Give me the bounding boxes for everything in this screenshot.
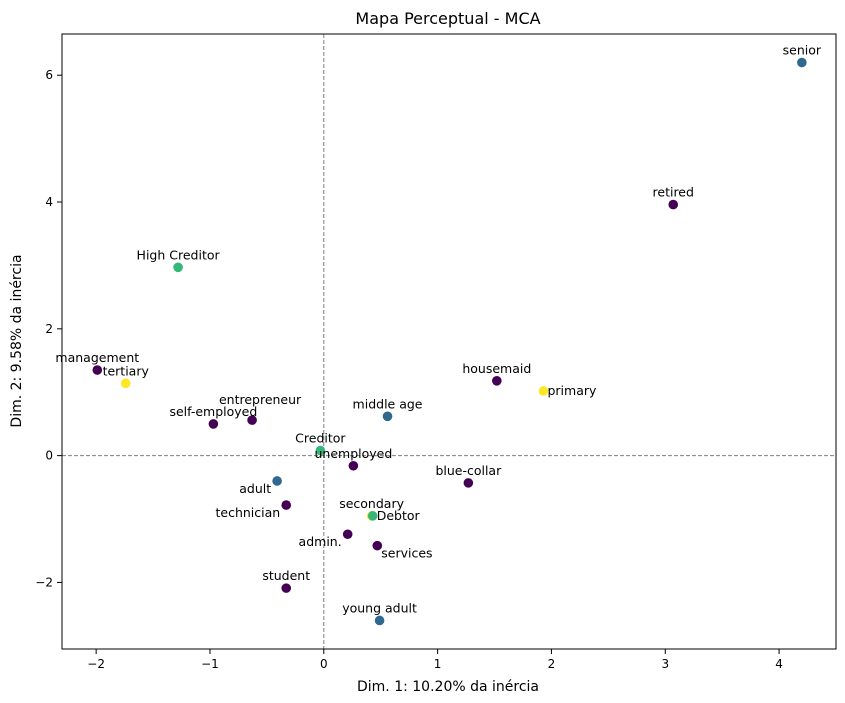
y-axis-label: Dim. 2: 9.58% da inércia	[9, 254, 25, 427]
x-axis-label: Dim. 1: 10.20% da inércia	[357, 679, 539, 695]
y-tick-label: 4	[45, 195, 53, 209]
point-label: retired	[653, 185, 694, 200]
x-tick-label: 3	[661, 657, 669, 671]
x-tick-label: 4	[775, 657, 783, 671]
point-label: housemaid	[462, 361, 531, 376]
point-label: middle age	[353, 396, 423, 411]
x-tick-label: −2	[87, 657, 105, 671]
point-label: entrepreneur	[219, 392, 302, 407]
data-point-management	[92, 365, 103, 375]
y-tick-label: −2	[35, 575, 53, 589]
chart-title: Mapa Perceptual - MCA	[355, 9, 540, 28]
data-point-services	[372, 540, 383, 551]
data-point-unemployed	[348, 460, 359, 471]
x-tick-label: 2	[548, 657, 556, 671]
data-point-senior	[797, 57, 807, 68]
point-label: young adult	[342, 600, 417, 615]
data-point-entrepreneur	[247, 415, 257, 425]
point-label: Creditor	[295, 431, 346, 446]
y-tick-label: 6	[45, 68, 53, 82]
data-point-tertiary	[120, 378, 131, 389]
point-label: admin.	[299, 534, 342, 549]
data-point-middle-age	[382, 411, 393, 422]
point-label: Debtor	[377, 508, 421, 523]
point-label: tertiary	[103, 363, 150, 378]
point-label: blue-collar	[435, 463, 502, 478]
point-label: unemployed	[314, 446, 392, 461]
data-point-self-employed	[208, 419, 219, 429]
point-label: services	[381, 546, 432, 561]
x-tick-label: −1	[201, 657, 219, 671]
point-label: management	[55, 350, 139, 365]
point-label: primary	[547, 383, 597, 398]
data-point-student	[281, 583, 292, 593]
point-label: secondary	[339, 496, 404, 511]
data-point-retired	[668, 199, 679, 210]
x-tick-label: 1	[434, 657, 442, 671]
point-label: technician	[216, 505, 281, 520]
plot-frame	[61, 33, 837, 650]
y-tick-label: 0	[45, 449, 53, 463]
data-point-primary	[538, 386, 549, 396]
data-point-creditor	[315, 445, 326, 456]
data-point-debtor	[367, 511, 378, 521]
point-label: High Creditor	[137, 247, 221, 262]
data-point-technician	[281, 500, 292, 510]
y-tick-label: 2	[45, 322, 53, 336]
point-label: self-employed	[169, 404, 257, 419]
data-point-high-creditor	[173, 262, 183, 273]
data-point-admin-	[342, 529, 353, 540]
x-tick-label: 0	[320, 657, 328, 671]
point-label: student	[262, 568, 310, 583]
data-point-adult	[272, 476, 282, 486]
data-point-blue-collar	[463, 478, 474, 488]
plot-area: senior retired High Creditor managementtert…	[35, 33, 837, 671]
point-label: adult	[239, 481, 271, 496]
point-label: senior	[783, 43, 822, 58]
data-point-young-adult	[374, 615, 385, 626]
data-point-housemaid	[492, 376, 502, 386]
